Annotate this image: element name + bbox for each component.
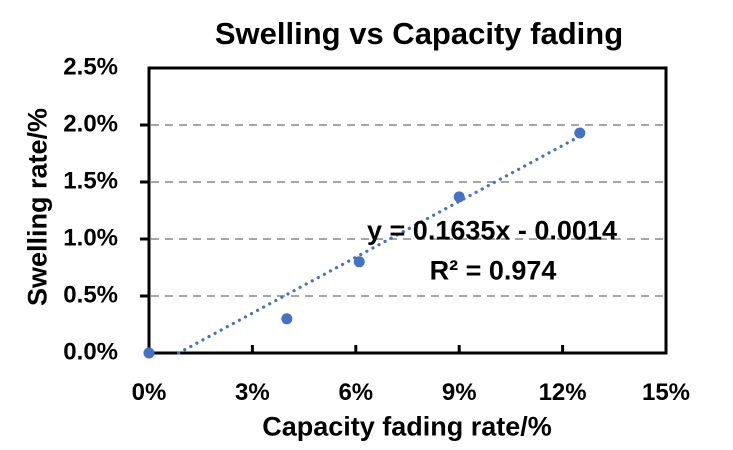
- data-point: [574, 127, 586, 139]
- trendline: [177, 133, 584, 355]
- r-squared-label: R² = 0.974: [429, 255, 557, 286]
- x-tick-label: 6%: [338, 379, 374, 406]
- y-tick-label: 2.0%: [63, 110, 118, 138]
- y-axis-label: Swelling rate/%: [22, 107, 53, 307]
- x-tick-label: 3%: [235, 379, 270, 406]
- y-tick-label: 2.5%: [63, 53, 118, 81]
- y-tick-label: 1.0%: [63, 224, 118, 252]
- y-tick-label: 0.0%: [63, 338, 118, 366]
- plot-frame: [147, 66, 668, 355]
- chart-title: Swelling vs Capacity fading: [214, 16, 624, 51]
- y-tick-label: 0.5%: [63, 281, 118, 309]
- data-point: [281, 313, 293, 325]
- data-point: [143, 347, 155, 359]
- data-point: [353, 256, 365, 268]
- x-tick-label: 15%: [641, 379, 691, 406]
- x-tick-label: 9%: [441, 379, 477, 406]
- y-tick-label: 1.5%: [63, 167, 118, 195]
- trendline-equation: y = 0.1635x - 0.0014: [367, 215, 617, 246]
- data-point: [453, 191, 465, 203]
- x-tick-label: 12%: [538, 379, 587, 406]
- x-axis-label: Capacity fading rate/%: [262, 411, 552, 442]
- x-tick-label: 0%: [131, 379, 167, 406]
